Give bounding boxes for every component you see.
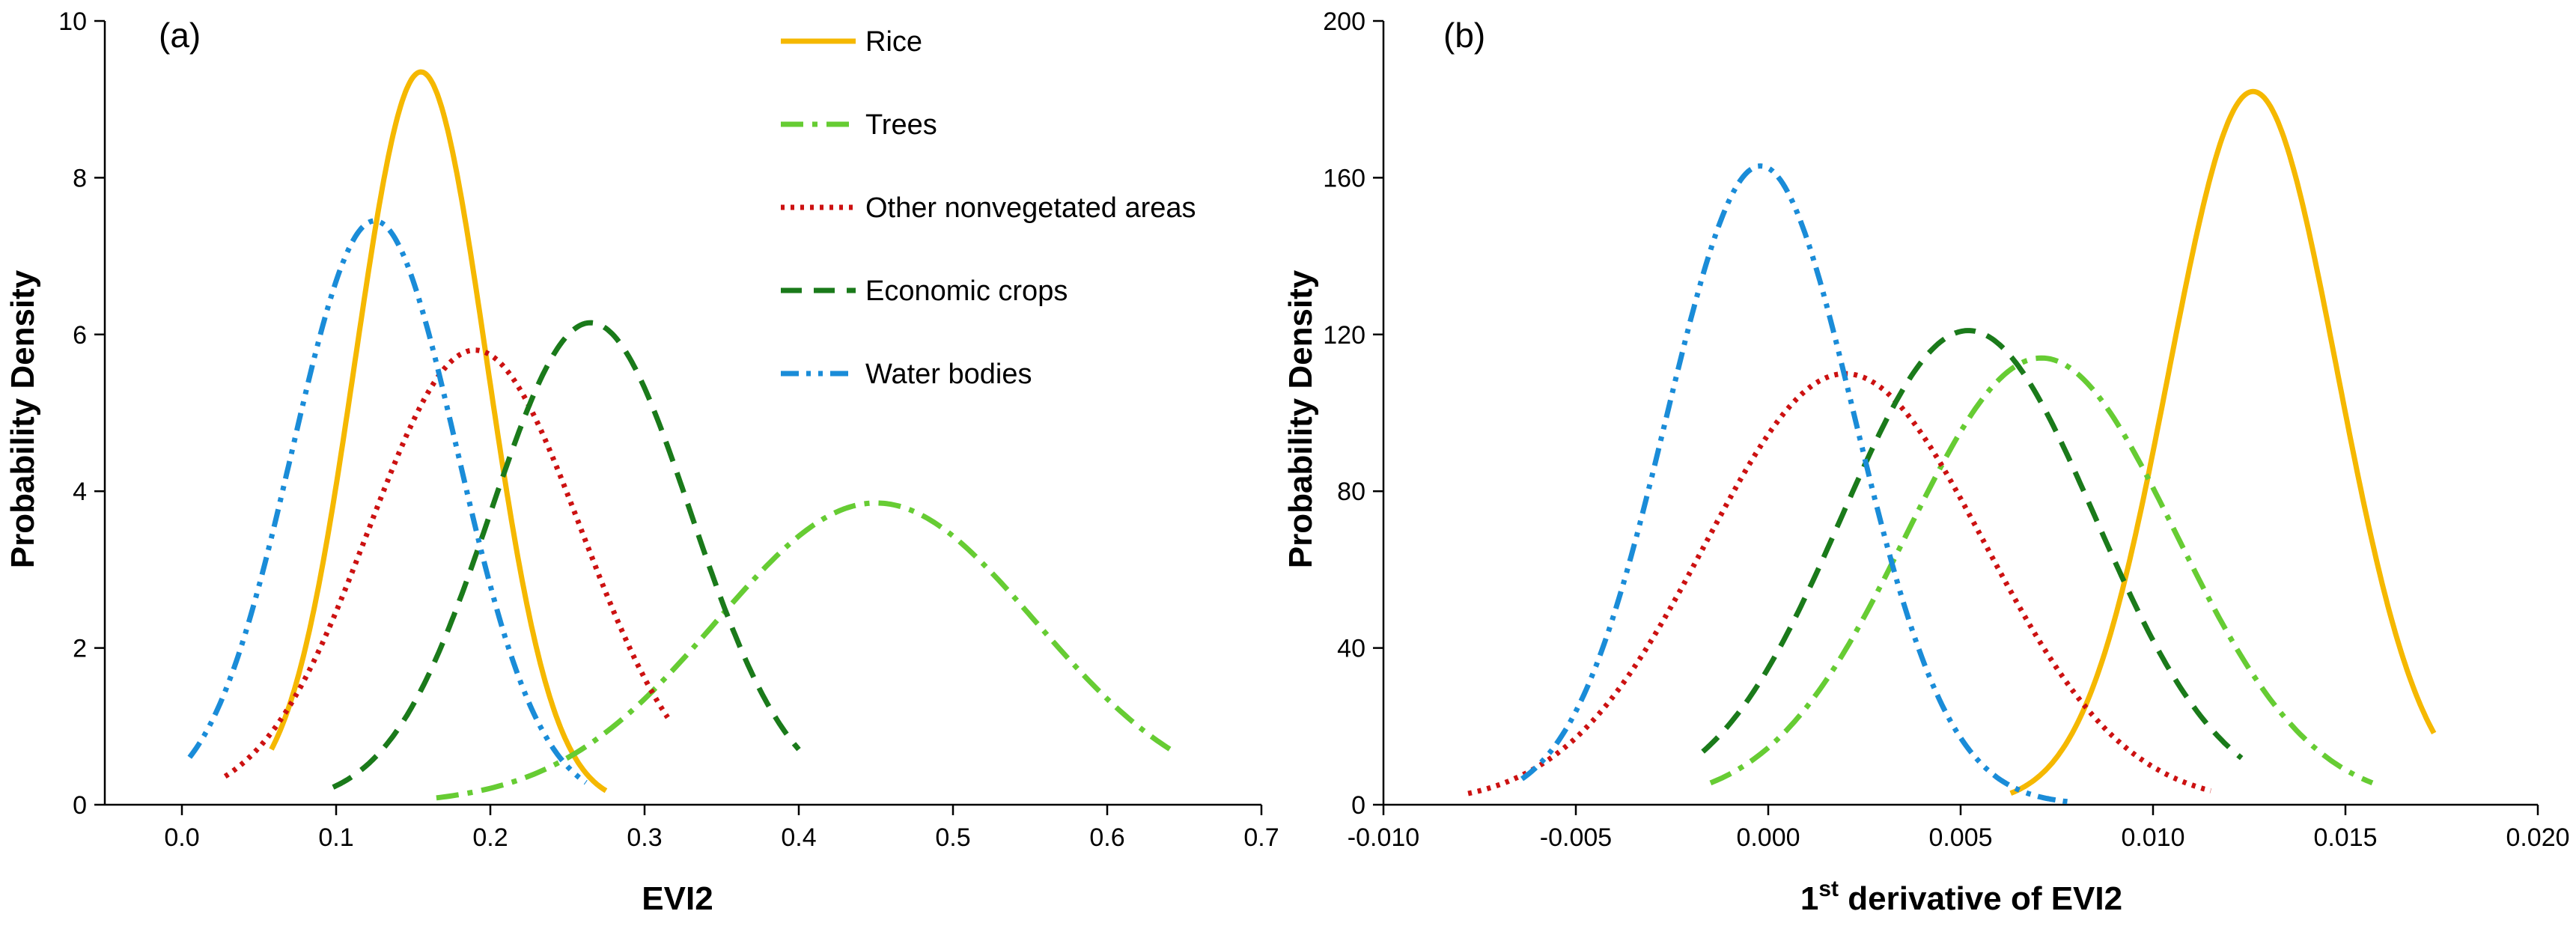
panel-a-x-axis-title: EVI2 — [642, 880, 713, 917]
legend-label: Economic crops — [865, 275, 1068, 307]
panel-b-y-tick-label: 80 — [1337, 478, 1365, 506]
panel-a-y-tick-label: 6 — [73, 321, 87, 350]
panel-a-axes — [103, 21, 1261, 806]
panel-b-chart: -0.010 -0.005 0.000 0.005 0.010 0.015 0.020 0 4… — [1282, 7, 2570, 917]
panel-a-x-tick-label: 0.3 — [627, 823, 662, 852]
panel-a-legend: Rice Trees Other nonvegetated areas Economi… — [781, 26, 1196, 390]
panel-a-series-other-nonvegetated-areas — [223, 347, 670, 779]
panel-b-y-tick-label: 120 — [1323, 321, 1365, 350]
panel-b-x-tick-label: 0.015 — [2313, 823, 2377, 852]
panel-b-y-tick-label: 160 — [1323, 164, 1365, 192]
panel-b-x-axis-title-main: 1 — [1800, 880, 1818, 917]
panel-a-y-tick-label: 0 — [73, 791, 87, 820]
panel-b-x-tick-label: 0.020 — [2506, 823, 2569, 852]
panel-b-curves — [1467, 88, 2437, 805]
panel-b-series-trees — [1709, 355, 2374, 786]
panel-a-curves — [187, 69, 1178, 801]
panel-b-axes — [1382, 21, 2538, 806]
panel-a-x-tick-label: 0.5 — [935, 823, 970, 852]
panel-a-y-tick-label: 10 — [58, 7, 87, 36]
panel-a-y-tick-label: 4 — [73, 478, 87, 506]
panel-b-y-tick-label: 0 — [1351, 791, 1365, 820]
panel-b-series-water-bodies — [1520, 163, 2069, 805]
panel-b-label: (b) — [1443, 16, 1485, 55]
panel-b-y-tick-label: 200 — [1323, 7, 1365, 36]
panel-b-x-tick-label: 0.005 — [1928, 823, 1992, 852]
panel-b-series-other-nonvegetated-areas — [1467, 371, 2212, 796]
panel-a-series-economic-crops — [332, 320, 801, 790]
legend-label: Other nonvegetated areas — [865, 192, 1196, 224]
panel-a-series-trees — [436, 500, 1178, 801]
legend-label: Trees — [865, 109, 937, 141]
panel-b-x-tick-label: 0.000 — [1736, 823, 1800, 852]
legend-label: Rice — [865, 26, 922, 58]
panel-a-x-tick-label: 0.6 — [1089, 823, 1124, 852]
panel-a-y-tick-label: 2 — [73, 635, 87, 663]
panel-b-x-axis-title-sup: st — [1818, 877, 1839, 901]
panel-a-x-tick-label: 0.7 — [1243, 823, 1279, 852]
panel-a-x-tick-label: 0.4 — [781, 823, 816, 852]
panel-b-y-ticks: 0 40 80 120 160 200 — [1323, 7, 1383, 820]
panel-a-x-tick-label: 0.1 — [318, 823, 353, 852]
panel-a-y-axis-title: Probability Density — [4, 269, 41, 568]
panel-a-chart: 0.0 0.1 0.2 0.3 0.4 0.5 0.6 0.7 0 2 4 6 8 10 (a) EVI… — [4, 7, 1279, 917]
panel-a-series-rice — [269, 69, 608, 794]
panel-b-x-tick-label: 0.010 — [2121, 823, 2184, 852]
panel-a-x-ticks: 0.0 0.1 0.2 0.3 0.4 0.5 0.6 0.7 — [164, 805, 1279, 852]
panel-b-x-ticks: -0.010 -0.005 0.000 0.005 0.010 0.015 0.020 — [1348, 805, 2570, 852]
panel-a-y-ticks: 0 2 4 6 8 10 — [58, 7, 105, 820]
panel-a-x-tick-label: 0.2 — [472, 823, 508, 852]
panel-a-label: (a) — [159, 16, 201, 55]
panel-b-series-economic-crops — [1701, 328, 2244, 761]
panel-a-series-water-bodies — [187, 218, 588, 785]
panel-b-y-axis-title: Probability Density — [1282, 269, 1319, 568]
panel-a-y-tick-label: 8 — [73, 164, 87, 192]
panel-b-x-tick-label: -0.010 — [1348, 823, 1419, 852]
legend-label: Water bodies — [865, 359, 1032, 390]
panel-b-x-axis-title: 1st derivative of EVI2 — [1800, 877, 2122, 917]
panel-b-x-tick-label: -0.005 — [1540, 823, 1612, 852]
panel-b-y-tick-label: 40 — [1337, 635, 1365, 663]
panel-a-x-tick-label: 0.0 — [164, 823, 199, 852]
panel-b-series-rice — [2009, 88, 2437, 796]
panel-b-x-axis-title-rest: derivative of EVI2 — [1839, 880, 2122, 917]
